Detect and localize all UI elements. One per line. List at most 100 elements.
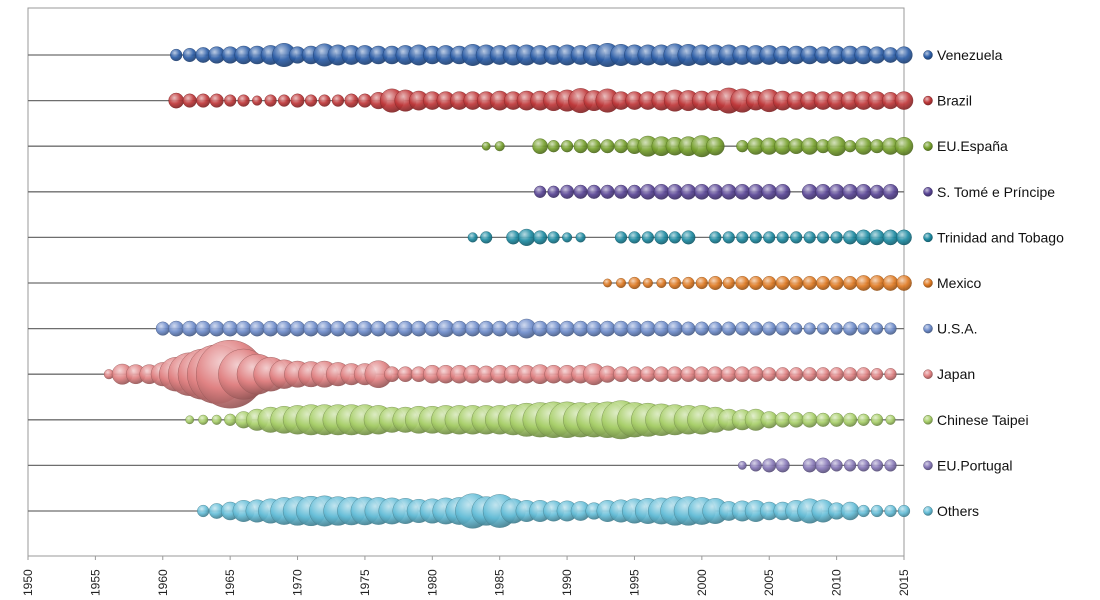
bubble-point: [869, 229, 885, 246]
bubble-point: [735, 276, 750, 291]
bubble-point: [707, 183, 724, 200]
legend-entry: Mexico: [923, 275, 982, 291]
bubble-point: [817, 231, 830, 244]
bubble-point: [894, 91, 914, 110]
x-tick-label: 2000: [695, 569, 709, 596]
bubble-point: [843, 321, 858, 336]
bubble-point: [870, 413, 884, 426]
bubble-point: [762, 458, 777, 473]
series-bubbles-5: [603, 275, 912, 291]
bubble-point: [640, 183, 656, 200]
bubble-point: [884, 504, 897, 518]
legend-label: Venezuela: [937, 47, 1003, 63]
bubble-point: [722, 231, 735, 244]
bubble-point: [681, 321, 696, 336]
bubble-point: [480, 231, 493, 244]
bubble-point: [735, 321, 750, 336]
bubble-point: [410, 320, 427, 337]
bubble-point: [840, 501, 860, 521]
bubble-point: [829, 412, 844, 427]
bubble-point: [237, 94, 250, 107]
bubble-point: [276, 320, 292, 337]
bubble-point: [481, 141, 491, 151]
bubble-point: [613, 366, 629, 383]
bubble-point: [734, 183, 751, 200]
bubble-point: [681, 230, 696, 245]
bubble-point: [870, 322, 884, 335]
legend-marker: [923, 415, 933, 425]
legend-marker: [923, 369, 933, 379]
legend-entry: Trinidad and Tobago: [923, 229, 1064, 245]
bubble-point: [587, 184, 602, 199]
bubble-point: [748, 276, 763, 291]
bubble-point: [826, 136, 847, 157]
legend-marker: [923, 95, 933, 106]
bubble-point: [668, 231, 681, 244]
bubble-marks: [103, 43, 914, 529]
bubble-point: [789, 276, 804, 291]
bubble-point: [817, 322, 830, 335]
bubble-point: [533, 230, 548, 245]
series-bubbles-10: [197, 493, 911, 529]
bubble-point: [882, 275, 899, 291]
bubble-point: [737, 461, 747, 470]
bubble-point: [464, 320, 481, 337]
bubble-point: [870, 459, 884, 472]
bubble-point: [316, 320, 333, 337]
bubble-point: [749, 459, 762, 472]
bubble-point: [775, 367, 790, 382]
bubble-point: [278, 94, 291, 107]
bubble-point: [709, 231, 722, 244]
bubble-point: [560, 184, 575, 199]
x-tick-label: 1965: [223, 569, 237, 596]
bubble-point: [775, 321, 790, 336]
bubble-point: [615, 277, 627, 289]
bubble-point: [384, 366, 400, 383]
bubble-point: [775, 276, 790, 291]
bubble-point: [506, 230, 521, 245]
bubble-point: [547, 231, 560, 244]
bubble-point: [802, 276, 817, 291]
bubble-point: [653, 366, 670, 383]
x-tick-label: 1975: [358, 569, 372, 596]
bubble-point: [613, 320, 629, 337]
bubble-point: [680, 366, 697, 383]
x-axis: 1950 1955 1960 1965 1970 1975 1980 1985 1990 1995…: [21, 556, 911, 596]
bubble-point: [357, 93, 372, 108]
legend-entry: Venezuela: [923, 47, 1003, 63]
bubble-point: [721, 366, 737, 383]
bubble-point: [736, 140, 749, 153]
bubble-point: [774, 183, 791, 200]
bubble-point: [896, 275, 912, 291]
bubble-point: [895, 46, 913, 64]
bubble-point: [884, 368, 897, 381]
bubble-point: [857, 459, 870, 472]
bubble-point: [736, 231, 749, 244]
bubble-point: [182, 93, 197, 108]
bubble-point: [682, 276, 695, 290]
x-tick-label: 1985: [493, 569, 507, 596]
bubble-point: [882, 183, 899, 200]
bubble-point: [532, 320, 548, 337]
bubble-point: [185, 415, 195, 425]
bubble-point: [816, 367, 831, 382]
legend-entry: EU.España: [923, 138, 1008, 154]
legend-entry: Others: [923, 503, 979, 519]
bubble-point: [761, 183, 778, 200]
bubble-point: [762, 276, 777, 291]
bubble-point: [857, 322, 870, 335]
series-bubbles-0: [170, 43, 913, 67]
bubble-point: [870, 139, 885, 154]
x-tick-label: 2005: [762, 569, 776, 596]
bubble-point: [640, 366, 656, 383]
bubble-point: [599, 320, 616, 337]
x-tick-label: 2015: [897, 569, 911, 596]
bubble-point: [642, 277, 653, 289]
bubble-point: [198, 414, 209, 425]
bubble-point: [494, 141, 505, 152]
bubble-point: [870, 504, 884, 518]
legend-label: Japan: [937, 366, 975, 382]
bubble-point: [815, 457, 831, 474]
bubble-point: [748, 366, 764, 383]
bubble-point: [211, 414, 222, 425]
